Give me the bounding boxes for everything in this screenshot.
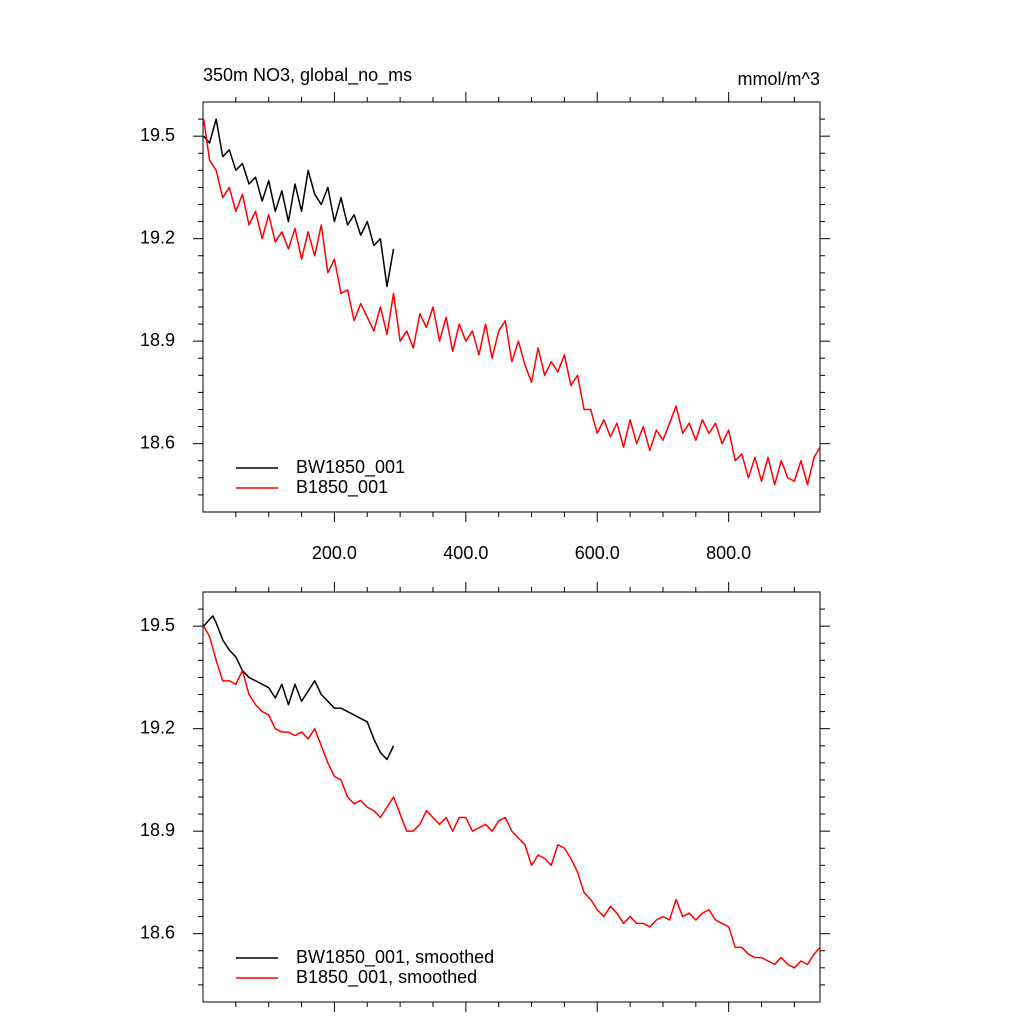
x-tick-label: 600.0	[575, 543, 620, 563]
y-tick-label: 18.6	[140, 922, 175, 942]
y-tick-label: 19.2	[140, 227, 175, 247]
y-tick-label: 19.5	[140, 615, 175, 635]
x-tick-label: 400.0	[443, 543, 488, 563]
chart-title: 350m NO3, global_no_ms	[203, 65, 412, 86]
y-tick-label: 18.6	[140, 432, 175, 452]
plot-frame	[202, 591, 821, 1003]
x-tick-label: 800.0	[706, 543, 751, 563]
y-tick-label: 19.5	[140, 125, 175, 145]
plot-frame	[202, 101, 821, 513]
series-line	[203, 615, 395, 761]
series-line	[203, 118, 395, 288]
units-label: mmol/m^3	[738, 69, 820, 89]
legend-label: B1850_001	[296, 477, 388, 498]
y-tick-label: 18.9	[140, 820, 175, 840]
legend-label: B1850_001, smoothed	[296, 967, 477, 988]
series-line	[203, 625, 821, 969]
legend-label: BW1850_001, smoothed	[296, 947, 494, 968]
y-tick-label: 18.9	[140, 330, 175, 350]
legend-label: BW1850_001	[296, 457, 405, 478]
y-tick-label: 19.2	[140, 717, 175, 737]
x-tick-label: 200.0	[312, 543, 357, 563]
series-line	[202, 118, 821, 486]
